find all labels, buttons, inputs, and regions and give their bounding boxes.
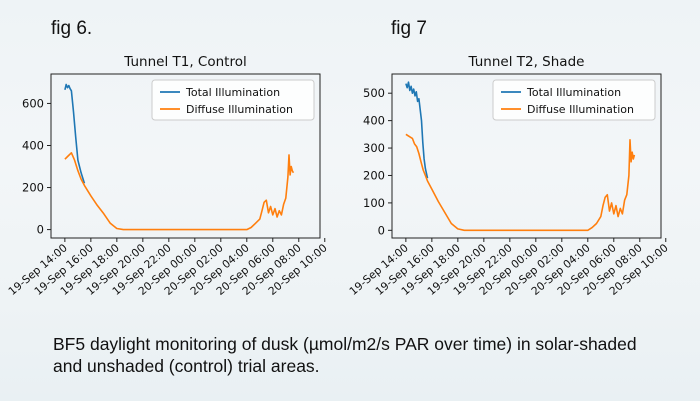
fig7-label: fig 7 <box>391 18 427 39</box>
chart1-ytick-label: 600 <box>22 96 44 110</box>
chart2-ytick-label: 400 <box>363 114 385 128</box>
chart1-series-total-line <box>64 83 86 184</box>
chart1-ytick-label: 400 <box>22 138 44 152</box>
chart2-series-total-line <box>405 81 429 179</box>
chart2-ytick-label: 300 <box>363 141 385 155</box>
chart1-series-diffuse-line <box>64 152 295 231</box>
caption-line-2: and unshaded (control) trial areas. <box>53 356 320 376</box>
chart2-ytick-label: 100 <box>363 196 385 210</box>
chart1-frame <box>50 73 321 239</box>
chart1-legend-box <box>151 79 315 121</box>
chart1-title: Tunnel T1, Control <box>123 54 246 70</box>
chart2-title: Tunnel T2, Shade <box>468 54 585 70</box>
chart1-ytick-label: 0 <box>37 223 44 237</box>
chart2-ytick-label: 500 <box>363 86 385 100</box>
chart1-legend-label: Diffuse Illumination <box>186 103 293 116</box>
chart2-ytick-label: 0 <box>378 223 385 237</box>
chart2-legend-label: Diffuse Illumination <box>527 103 634 116</box>
chart2-frame <box>391 73 662 239</box>
chart2-ytick-label: 200 <box>363 168 385 182</box>
chart1-ytick-label: 200 <box>22 181 44 195</box>
chart2-series-diffuse-line <box>405 133 636 232</box>
caption-line-1: BF5 daylight monitoring of dusk (µmol/m2… <box>53 334 637 354</box>
chart2-legend-label: Total Illumination <box>526 86 621 99</box>
fig6-label: fig 6. <box>51 18 93 39</box>
chart2-legend-box <box>492 79 656 121</box>
chart1-legend-label: Total Illumination <box>185 86 280 99</box>
caption: BF5 daylight monitoring of dusk (µmol/m2… <box>53 333 673 377</box>
